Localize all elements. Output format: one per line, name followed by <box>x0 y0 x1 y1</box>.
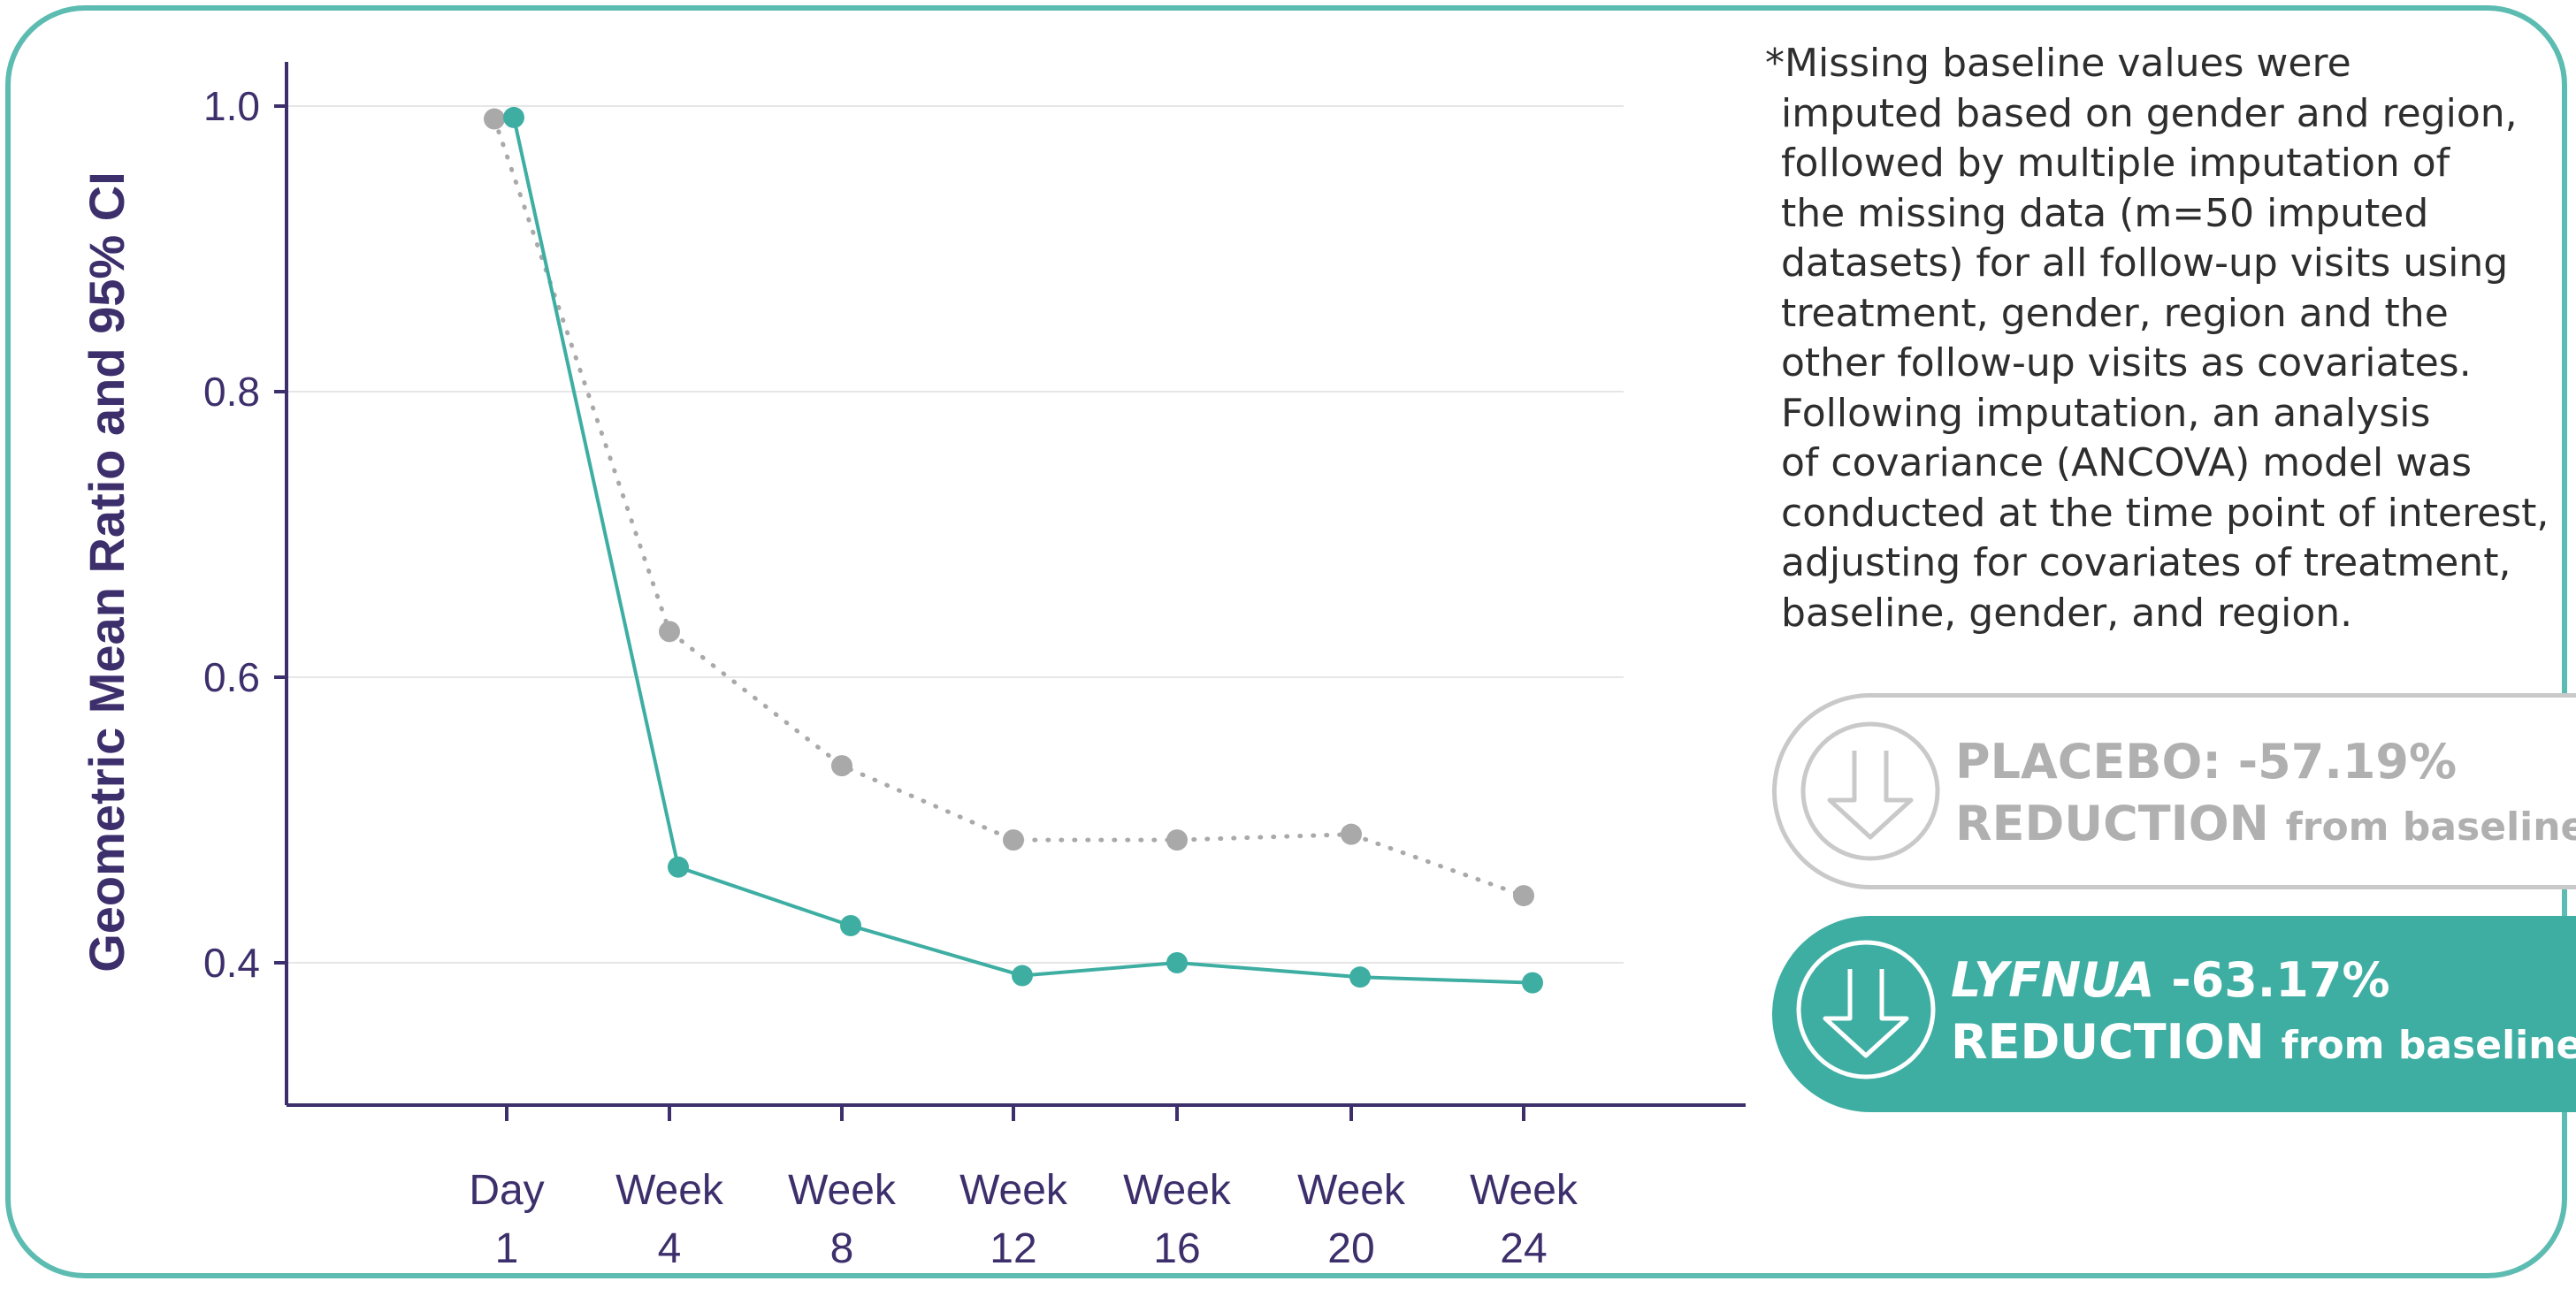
lyfnua-reduction-value: -63.17% <box>2171 952 2390 1008</box>
data-point-lyfnua <box>1012 965 1033 987</box>
down-arrow-circle-icon <box>1796 940 1936 1079</box>
footnote-line: followed by multiple imputation of <box>1781 141 2450 186</box>
x-tick-label: Day <box>469 1167 544 1214</box>
placebo-badge-line2: REDUCTION from baseline <box>1955 793 2576 858</box>
lyfnua-from-baseline: from baseline <box>2281 1023 2576 1068</box>
footnote-line: Following imputation, an analysis <box>1781 390 2431 436</box>
figure-frame <box>5 5 2567 1278</box>
y-tick-label: 0.4 <box>203 940 260 986</box>
x-tick-label: Week <box>1470 1167 1578 1214</box>
placebo-from-baseline: from baseline <box>2285 805 2576 850</box>
data-point-placebo <box>1166 829 1188 851</box>
lyfnua-badge-line2: REDUCTION from baseline <box>1951 1011 2576 1077</box>
lyfnua-reduction-label: REDUCTION <box>1951 1014 2265 1070</box>
placebo-badge-text: PLACEBO: -57.19% REDUCTION from baseline <box>1955 731 2576 858</box>
data-point-placebo <box>1341 823 1362 845</box>
x-tick-label: Week <box>788 1167 897 1214</box>
footnote-line: of covariance (ANCOVA) model was <box>1781 440 2473 485</box>
x-tick-label: Week <box>959 1167 1068 1214</box>
lyfnua-badge-text: LYFNUA -63.17% REDUCTION from baseline <box>1951 950 2576 1077</box>
data-point-placebo <box>1003 829 1024 851</box>
footnote-line: other follow-up visits as covariates. <box>1781 340 2472 385</box>
x-tick-label: Week <box>1297 1167 1406 1214</box>
y-tick-label: 0.6 <box>203 654 260 700</box>
footnote-line: adjusting for covariates of treatment, <box>1781 540 2511 585</box>
y-tick-label: 0.8 <box>203 369 260 415</box>
data-point-placebo <box>484 108 505 130</box>
x-tick-label: Week <box>615 1167 724 1214</box>
placebo-reduction-label: REDUCTION <box>1955 796 2269 851</box>
brand-name: LYFNUA <box>1951 952 2155 1008</box>
data-point-placebo <box>659 621 680 643</box>
data-point-lyfnua <box>840 915 861 937</box>
data-point-lyfnua <box>1349 966 1371 988</box>
placebo-badge-line1: PLACEBO: -57.19% <box>1955 734 2458 789</box>
x-tick-label: 1 <box>495 1225 519 1272</box>
x-tick-label: 4 <box>658 1225 682 1272</box>
series-line-placebo <box>492 117 1526 898</box>
data-point-placebo <box>831 755 852 777</box>
down-arrow-circle-icon <box>1800 721 1940 861</box>
data-point-lyfnua <box>503 106 524 128</box>
footnote-line: treatment, gender, region and the <box>1781 290 2449 336</box>
data-point-placebo <box>1513 885 1534 907</box>
lyfnua-badge-line1: LYFNUA -63.17% <box>1951 950 2576 1011</box>
x-tick-label: 24 <box>1500 1225 1547 1272</box>
x-tick-label: 20 <box>1327 1225 1374 1272</box>
footnote-line: the missing data (m=50 imputed <box>1781 190 2429 236</box>
x-tick-label: 12 <box>990 1225 1036 1272</box>
data-point-lyfnua <box>1522 972 1543 994</box>
x-tick-label: 16 <box>1153 1225 1200 1272</box>
data-point-lyfnua <box>668 856 689 878</box>
lyfnua-reduction-badge: LYFNUA -63.17% REDUCTION from baseline <box>1772 916 2576 1112</box>
footnote-line: imputed based on gender and region, <box>1781 90 2518 136</box>
placebo-reduction-badge: PLACEBO: -57.19% REDUCTION from baseline <box>1772 693 2576 889</box>
data-point-lyfnua <box>1166 952 1188 973</box>
footnote-line: datasets) for all follow-up visits using <box>1781 240 2509 286</box>
footnote-line: baseline, gender, and region. <box>1781 590 2353 636</box>
x-tick-label: 8 <box>830 1225 854 1272</box>
series-line-lyfnua <box>512 115 1534 985</box>
footnote-line: conducted at the time point of interest, <box>1781 490 2549 536</box>
line-chart: 1.0 0.8 0.6 0.4 Geometric Mean Ratio and 95%… <box>79 62 1746 1272</box>
footnote-line: *Missing baseline values were <box>1765 41 2351 86</box>
y-tick-label: 1.0 <box>203 83 260 129</box>
y-axis-title: Geometric Mean Ratio and 95% CI <box>79 172 134 972</box>
x-tick-label: Week <box>1123 1167 1232 1214</box>
footnote: *Missing baseline values were imputed ba… <box>1765 39 2561 638</box>
